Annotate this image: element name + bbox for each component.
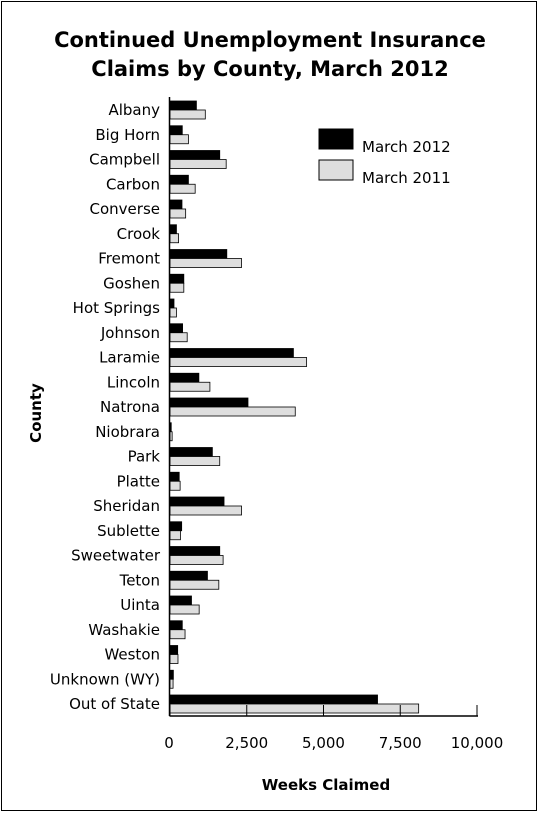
bar-carbon-march-2011 <box>169 183 196 194</box>
category-label-lincoln: Lincoln <box>107 373 160 391</box>
category-label-crook: Crook <box>117 225 161 243</box>
category-labels: Albany Big Horn Campbell Carbon Converse Croo… <box>50 101 161 713</box>
bar-big-horn-march-2012 <box>169 125 183 136</box>
category-label-campbell: Campbell <box>89 151 160 169</box>
bar-teton-march-2012 <box>169 570 208 581</box>
bar-uinta-march-2012 <box>169 595 192 606</box>
bar-natrona-march-2012 <box>169 397 249 408</box>
bar-laramie-march-2011 <box>169 357 308 367</box>
category-label-fremont: Fremont <box>98 250 160 268</box>
bar-crook-march-2012 <box>169 224 177 235</box>
bar-converse-march-2011 <box>169 208 187 219</box>
bar-laramie-march-2012 <box>169 348 294 358</box>
legend: March 2012 March 2011 <box>318 128 451 187</box>
bar-lincoln-march-2012 <box>169 372 200 383</box>
bar-goshen-march-2011 <box>169 282 185 293</box>
category-label-out-of-state: Out of State <box>69 695 160 713</box>
bar-johnson-march-2012 <box>169 323 183 334</box>
chart-title: Continued Unemployment Insurance Claims … <box>0 26 540 84</box>
bar-platte-march-2012 <box>169 471 180 482</box>
bar-out-of-state-march-2012 <box>169 694 378 705</box>
bar-sweetwater-march-2012 <box>169 546 221 556</box>
x-tick-label-2: 5,000 <box>302 734 345 752</box>
category-label-laramie: Laramie <box>99 349 160 367</box>
legend-swatch-march-2011 <box>318 159 354 181</box>
x-tick-label-0: 0 <box>164 734 174 752</box>
legend-label-march-2011: March 2011 <box>362 169 451 187</box>
bar-teton-march-2011 <box>169 579 220 590</box>
legend-swatch-march-2012 <box>318 128 354 150</box>
bar-weston-march-2011 <box>169 654 179 664</box>
bar-unknown-wy-march-2011 <box>169 678 174 689</box>
x-tick-label-3: 7,500 <box>379 734 422 752</box>
bar-crook-march-2011 <box>169 233 179 244</box>
x-tick-label-4: 10,000 <box>451 734 504 752</box>
bar-washakie-march-2011 <box>169 629 186 640</box>
bar-fremont-march-2012 <box>169 249 228 259</box>
category-label-weston: Weston <box>104 646 160 664</box>
category-label-natrona: Natrona <box>100 398 160 416</box>
bar-lincoln-march-2011 <box>169 381 211 392</box>
bar-washakie-march-2012 <box>169 620 183 631</box>
bar-natrona-march-2011 <box>169 406 296 417</box>
legend-label-march-2012: March 2012 <box>362 138 451 156</box>
bar-goshen-march-2012 <box>169 273 185 284</box>
bar-fremont-march-2011 <box>169 258 242 268</box>
category-label-hot-springs: Hot Springs <box>73 299 161 317</box>
category-label-park: Park <box>128 448 161 466</box>
category-label-washakie: Washakie <box>88 621 160 639</box>
category-label-teton: Teton <box>119 571 160 589</box>
bar-uinta-march-2011 <box>169 604 200 615</box>
x-axis-label: Weeks Claimed <box>262 776 390 794</box>
bar-weston-march-2012 <box>169 645 179 655</box>
bar-sheridan-march-2011 <box>169 505 242 516</box>
bar-hot-springs-march-2012 <box>169 298 175 309</box>
category-label-sweetwater: Sweetwater <box>71 547 161 565</box>
category-label-converse: Converse <box>90 200 160 218</box>
bar-carbon-march-2012 <box>169 174 189 185</box>
bar-albany-march-2011 <box>169 109 206 120</box>
category-label-platte: Platte <box>117 472 160 490</box>
x-tick-labels: 0 2,500 5,000 7,500 10,000 <box>164 705 503 752</box>
category-label-sublette: Sublette <box>97 522 160 540</box>
category-label-albany: Albany <box>108 101 160 119</box>
bar-hot-springs-march-2011 <box>169 307 177 318</box>
bar-park-march-2012 <box>169 447 213 457</box>
category-label-niobrara: Niobrara <box>95 423 160 441</box>
chart-title-line-1: Continued Unemployment Insurance <box>54 28 486 52</box>
category-label-unknown-wy: Unknown (WY) <box>50 670 160 688</box>
category-label-sheridan: Sheridan <box>93 497 160 515</box>
bar-converse-march-2012 <box>169 199 183 210</box>
bar-out-of-state-march-2011 <box>169 703 420 714</box>
bar-johnson-march-2011 <box>169 332 188 343</box>
category-label-johnson: Johnson <box>100 324 160 342</box>
category-label-big-horn: Big Horn <box>95 126 160 144</box>
bar-park-march-2011 <box>169 456 221 466</box>
category-label-carbon: Carbon <box>106 175 160 193</box>
bar-sheridan-march-2012 <box>169 496 225 507</box>
bar-big-horn-march-2011 <box>169 134 189 145</box>
category-label-goshen: Goshen <box>103 274 160 292</box>
x-tick-label-1: 2,500 <box>225 734 268 752</box>
bar-niobrara-march-2011 <box>169 431 173 442</box>
category-label-uinta: Uinta <box>120 596 160 614</box>
bar-albany-march-2012 <box>169 100 197 111</box>
bar-sweetwater-march-2011 <box>169 555 224 565</box>
bar-sublette-march-2012 <box>169 521 183 532</box>
y-axis-label: County <box>27 383 45 443</box>
bar-campbell-march-2011 <box>169 159 227 169</box>
bar-sublette-march-2011 <box>169 530 181 541</box>
bar-platte-march-2011 <box>169 480 181 491</box>
bars-group <box>169 100 420 714</box>
bar-campbell-march-2012 <box>169 150 221 160</box>
chart-title-line-2: Claims by County, March 2012 <box>91 57 449 81</box>
bar-unknown-wy-march-2012 <box>169 669 174 680</box>
